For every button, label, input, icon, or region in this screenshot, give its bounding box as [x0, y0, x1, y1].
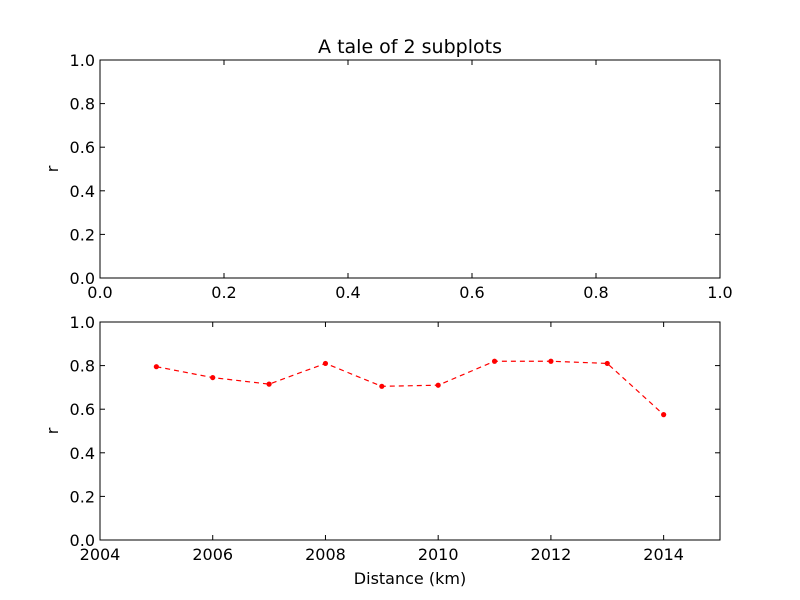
- data-point: [322, 360, 329, 367]
- data-point: [491, 358, 498, 364]
- y-tick-label: 0.8: [70, 95, 95, 114]
- x-tick-label: 2006: [192, 545, 233, 564]
- x-tick-label: 2012: [531, 545, 572, 564]
- bottom-subplot: 2004 2006 2008 2010 2012 2014 0.0 0.2 0.4 0.6 0.8 1…: [70, 313, 721, 564]
- plot-frame: [99, 59, 721, 279]
- data-point: [548, 358, 554, 364]
- bottom-x-axis-label: Distance (km): [354, 569, 466, 588]
- x-tick-label: 0.0: [87, 283, 112, 302]
- y-tick-label: 1.0: [70, 51, 95, 70]
- y-tick-label: 0.6: [70, 400, 95, 419]
- x-tick-label: 0.6: [459, 283, 484, 302]
- chart-title: A tale of 2 subplots: [318, 36, 502, 58]
- x-tick-label: 0.4: [335, 283, 360, 302]
- y-tick-label: 0.2: [70, 487, 95, 506]
- y-tick-label: 0.0: [70, 531, 95, 550]
- data-point: [266, 381, 272, 387]
- y-tick-label: 0.4: [70, 182, 95, 201]
- bottom-y-axis-label: r: [43, 427, 62, 434]
- y-tick-label: 0.4: [70, 444, 95, 463]
- x-tick-label: 1.0: [707, 283, 732, 302]
- x-tick-label: 2014: [643, 545, 684, 564]
- data-point: [210, 374, 216, 381]
- y-tick-label: 0.0: [70, 269, 95, 288]
- plot-frame: [99, 321, 721, 541]
- x-tick-label: 2004: [80, 545, 121, 564]
- x-tick-label: 0.2: [211, 283, 236, 302]
- y-tick-label: 0.6: [70, 138, 95, 157]
- x-tick-label: 2010: [418, 545, 459, 564]
- data-point: [153, 364, 159, 370]
- data-point: [661, 412, 667, 418]
- data-point: [604, 360, 610, 367]
- series-line: [156, 360, 665, 416]
- data-point: [435, 382, 441, 388]
- y-tick-label: 1.0: [70, 313, 95, 332]
- top-subplot: 0.0 0.2 0.4 0.6 0.8 1.0 0.0 0.2 0.4 0.6 0.8 1.0: [70, 51, 733, 302]
- x-tick-label: 0.8: [583, 283, 608, 302]
- top-y-axis-label: r: [43, 165, 62, 172]
- data-point: [379, 383, 385, 389]
- x-tick-label: 2008: [305, 545, 346, 564]
- y-tick-label: 0.2: [70, 225, 95, 244]
- y-tick-label: 0.8: [70, 357, 95, 376]
